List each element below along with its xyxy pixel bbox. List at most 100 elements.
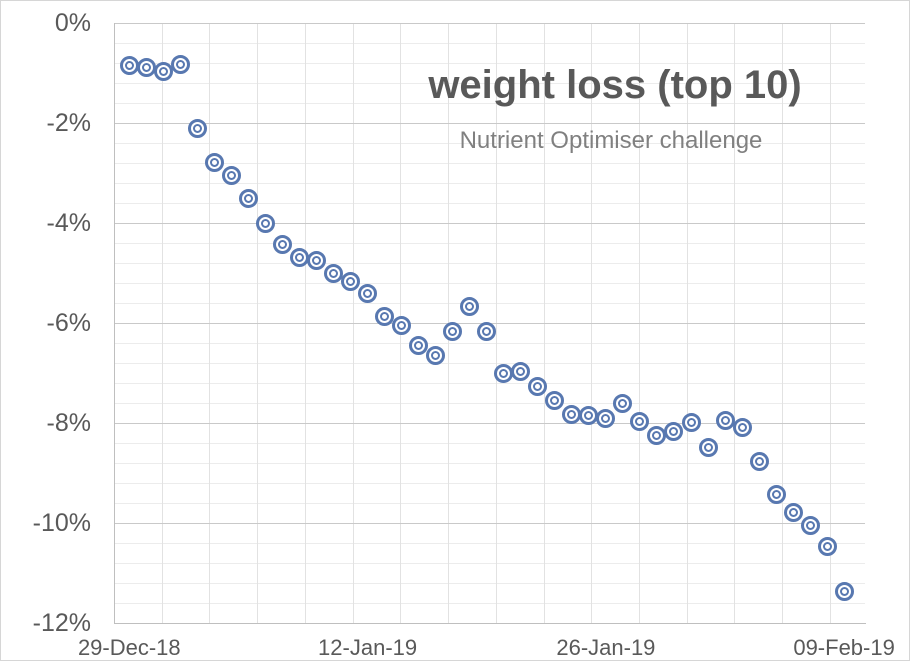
gridline-horizontal-major <box>114 423 865 424</box>
data-point-marker <box>460 296 480 316</box>
data-point-inner-ring <box>141 62 151 72</box>
data-point-marker <box>136 57 156 77</box>
data-point-inner-ring <box>703 443 713 452</box>
gridline-horizontal-minor <box>114 543 865 544</box>
data-point-marker <box>290 248 309 267</box>
gridline-horizontal-major <box>114 23 865 24</box>
data-point-inner-ring <box>618 399 628 408</box>
y-axis-tick-label: -8% <box>46 409 91 437</box>
data-point-inner-ring <box>482 327 492 336</box>
gridline-horizontal-minor <box>114 303 865 304</box>
x-axis-tick-label: 29-Dec-18 <box>77 635 181 660</box>
data-point-inner-ring <box>397 321 407 330</box>
data-point-inner-ring <box>380 311 390 321</box>
data-point-inner-ring <box>124 61 134 70</box>
gridline-horizontal-minor <box>114 103 865 104</box>
data-point-marker <box>443 321 463 341</box>
data-point-inner-ring <box>329 268 338 278</box>
data-point-inner-ring <box>312 256 321 265</box>
data-point-marker <box>630 411 650 431</box>
data-point-inner-ring <box>516 367 526 376</box>
gridline-horizontal-minor <box>114 363 865 364</box>
y-axis-tick-label: -12% <box>32 609 91 637</box>
gridline-horizontal-minor <box>114 243 865 244</box>
data-point-marker <box>715 411 735 430</box>
data-point-inner-ring <box>669 426 679 436</box>
gridline-horizontal-minor <box>114 603 865 604</box>
gridline-horizontal-minor <box>114 43 865 44</box>
y-axis-tick-label: -4% <box>46 209 91 237</box>
gridline-horizontal-major <box>114 223 865 224</box>
gridline-horizontal-minor <box>114 383 865 384</box>
data-point-inner-ring <box>839 586 849 596</box>
gridline-horizontal-minor <box>114 583 865 584</box>
data-point-marker <box>800 516 820 535</box>
data-point-inner-ring <box>771 490 781 499</box>
data-point-inner-ring <box>499 369 509 378</box>
data-point-marker <box>477 322 497 341</box>
y-axis-line <box>114 23 115 624</box>
data-point-marker <box>528 377 548 396</box>
gridline-horizontal-minor <box>114 203 865 204</box>
data-point-marker <box>324 263 343 283</box>
gridline-horizontal-minor <box>114 163 865 164</box>
x-axis-tick-label: 09-Feb-19 <box>793 635 895 660</box>
gridline-horizontal-minor <box>114 63 865 64</box>
gridline-horizontal-minor <box>114 503 865 504</box>
x-axis-tick-label: 12-Jan-19 <box>318 635 418 660</box>
data-point-inner-ring <box>686 418 696 427</box>
data-point-marker <box>732 418 752 437</box>
data-point-inner-ring <box>584 411 594 420</box>
data-point-marker <box>307 251 326 270</box>
data-point-marker <box>238 189 258 208</box>
data-point-inner-ring <box>805 521 815 530</box>
data-point-inner-ring <box>533 382 543 391</box>
data-point-marker <box>409 335 429 355</box>
y-axis-tick-label: -2% <box>46 109 91 137</box>
data-point-marker <box>256 213 275 233</box>
gridline-horizontal-minor <box>114 263 865 264</box>
gridline-horizontal-minor <box>114 563 865 564</box>
data-point-marker <box>579 406 599 425</box>
gridline-horizontal-major <box>114 123 865 124</box>
data-point-marker <box>426 345 446 365</box>
data-point-marker <box>545 391 565 410</box>
data-point-marker <box>698 438 718 457</box>
data-point-inner-ring <box>192 123 202 133</box>
data-point-inner-ring <box>243 194 253 203</box>
data-point-inner-ring <box>737 423 747 432</box>
data-point-marker <box>273 235 292 254</box>
data-point-inner-ring <box>226 170 236 180</box>
data-point-marker <box>766 485 786 504</box>
x-axis-tick-label: 26-Jan-19 <box>556 635 656 660</box>
data-point-marker <box>817 537 837 556</box>
data-point-inner-ring <box>346 277 356 286</box>
data-point-marker <box>834 581 854 601</box>
data-point-marker <box>119 56 139 75</box>
gridline-horizontal-minor <box>114 403 865 404</box>
data-point-inner-ring <box>363 289 373 298</box>
data-point-inner-ring <box>431 350 441 360</box>
data-point-marker <box>341 272 361 291</box>
data-point-marker <box>187 118 207 138</box>
y-axis-tick-label: -10% <box>32 509 91 537</box>
data-point-marker <box>204 152 224 172</box>
data-point-marker <box>221 165 241 185</box>
data-point-marker <box>170 55 190 74</box>
data-point-marker <box>375 306 395 326</box>
data-point-marker <box>613 394 633 413</box>
y-axis-tick-label: -6% <box>46 309 91 337</box>
data-point-inner-ring <box>754 456 764 466</box>
gridline-horizontal-minor <box>114 183 865 184</box>
data-point-marker <box>392 316 412 335</box>
gridline-horizontal-minor <box>114 483 865 484</box>
gridline-horizontal-minor <box>114 463 865 464</box>
data-point-inner-ring <box>295 253 304 262</box>
data-point-inner-ring <box>448 326 458 336</box>
data-point-inner-ring <box>550 396 560 405</box>
chart-subtitle: Nutrient Optimiser challenge <box>459 127 763 154</box>
data-point-inner-ring <box>567 410 577 419</box>
gridline-horizontal-minor <box>114 443 865 444</box>
